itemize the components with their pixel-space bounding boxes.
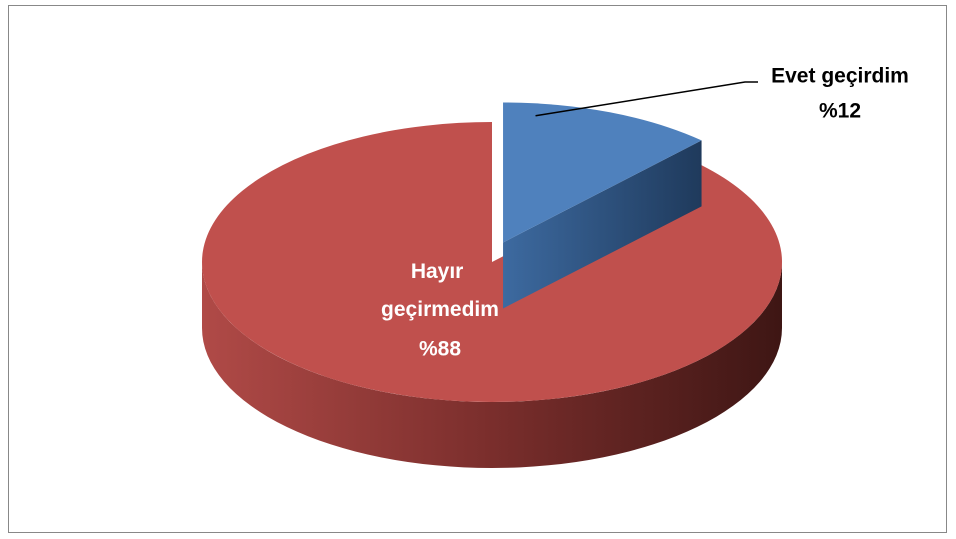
data-label-category: Hayır geçirmedim bbox=[381, 260, 499, 321]
data-label-value: %12 bbox=[819, 100, 861, 123]
slice-cut bbox=[503, 140, 702, 309]
slice-top bbox=[503, 102, 702, 243]
pie-slice bbox=[503, 102, 702, 309]
data-label-category: Evet geçirdim bbox=[771, 65, 909, 88]
data-label-value: %88 bbox=[419, 338, 461, 361]
leader-line bbox=[535, 81, 758, 117]
slice-side bbox=[202, 262, 782, 468]
